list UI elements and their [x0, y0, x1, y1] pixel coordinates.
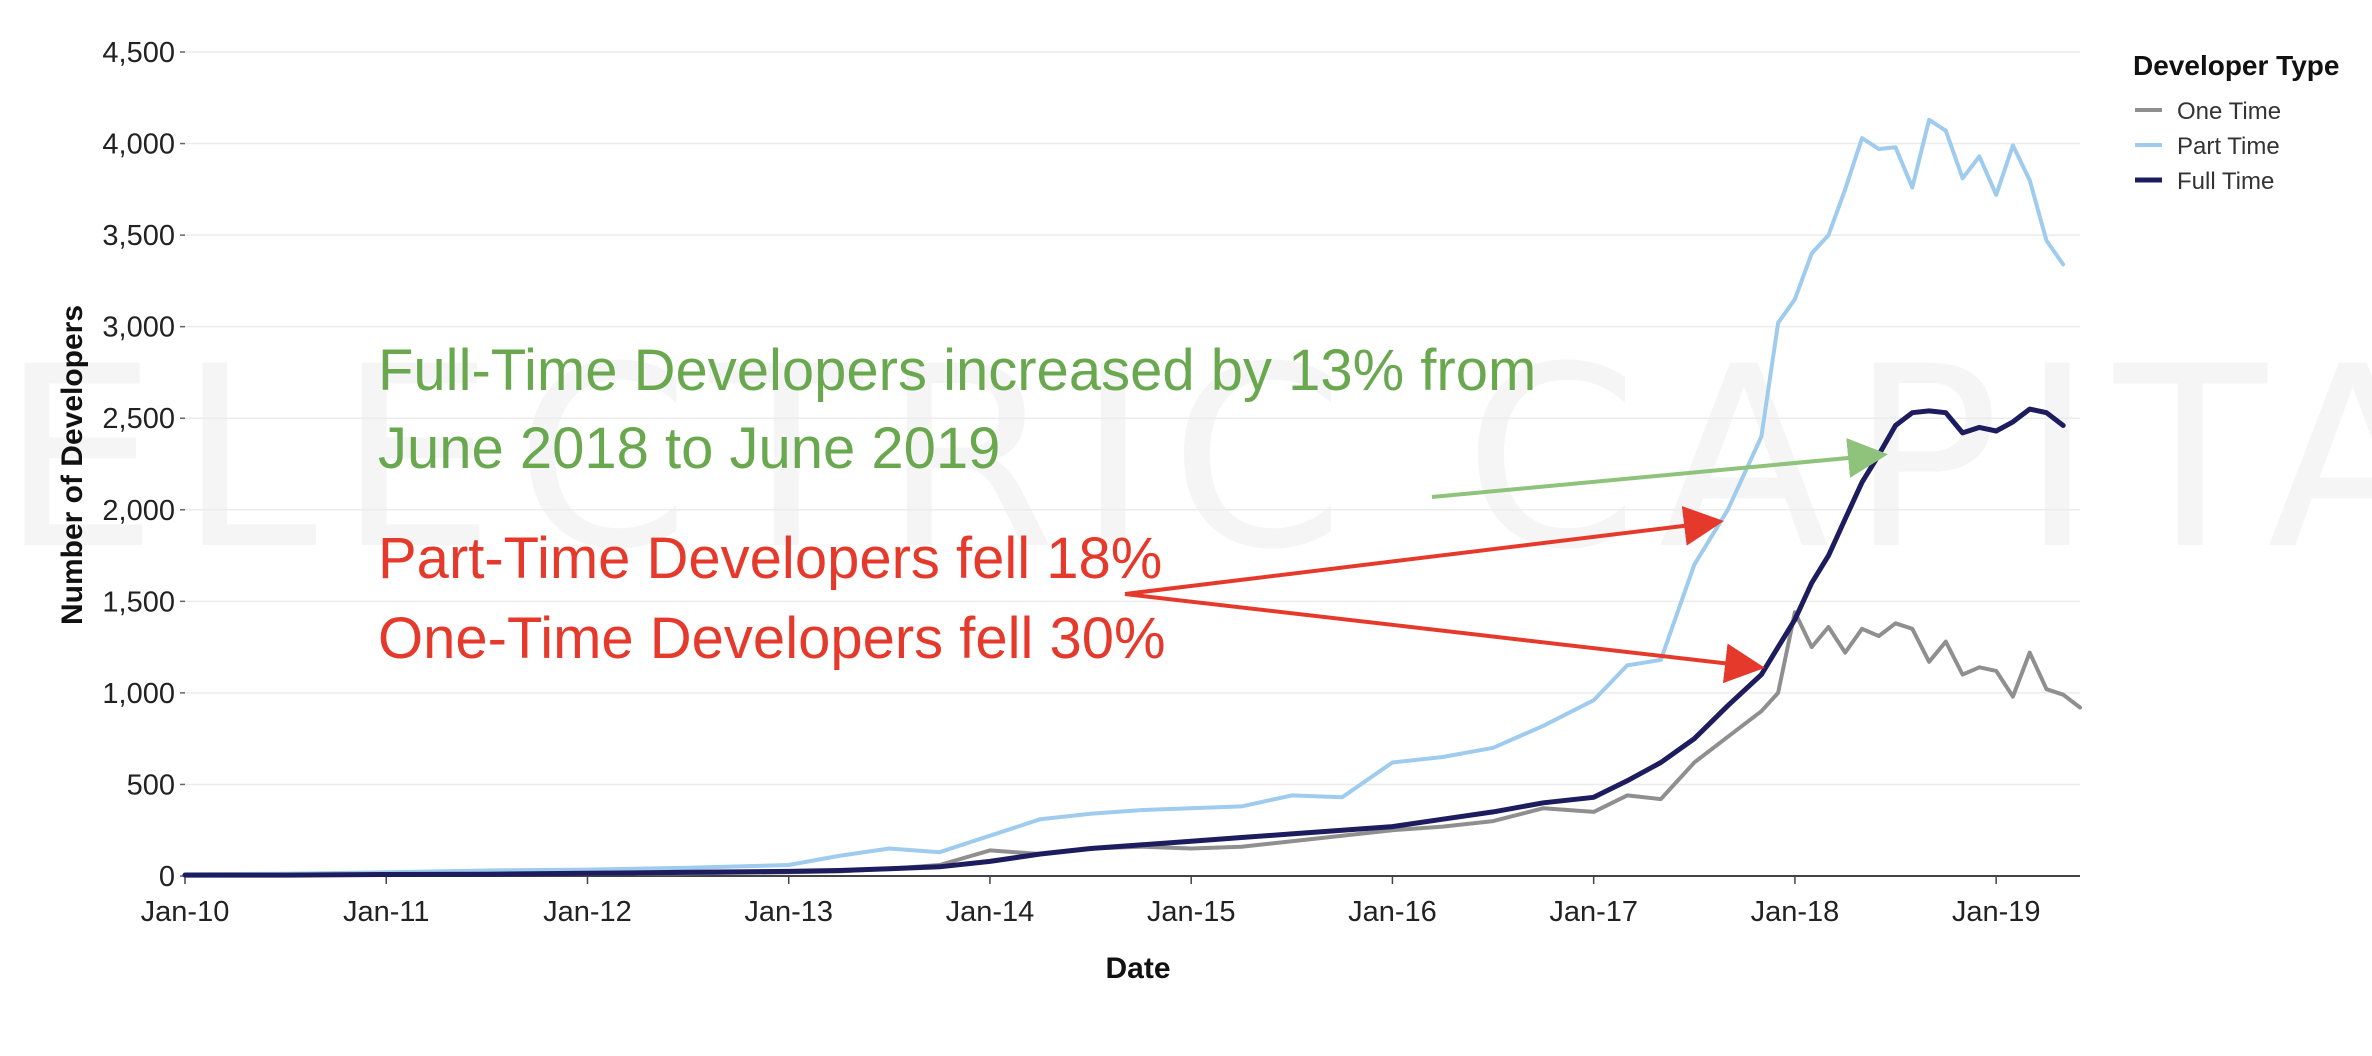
legend-label: Full Time [2177, 168, 2274, 195]
y-tick-label: 0 [159, 861, 175, 893]
x-tick-label: Jan-18 [1751, 896, 1840, 928]
arrow-part-time [1124, 506, 1724, 596]
annotation-full-time-line-2: June 2018 to June 2019 [378, 416, 1000, 481]
x-tick-label: Jan-10 [141, 896, 230, 928]
watermark: ELECTRIC CAPITAL [0, 313, 2372, 604]
arrow-full-time [1431, 438, 1888, 499]
x-tick-label: Jan-17 [1549, 896, 1638, 928]
y-axis: 0 500 1,000 1,500 2,000 2,500 3,000 3,500 4,000 4… [102, 37, 185, 893]
x-tick-label: Jan-13 [744, 896, 833, 928]
x-tick-label: Jan-11 [343, 896, 430, 928]
legend-title: Developer Type [2133, 50, 2339, 81]
y-tick-label: 4,000 [102, 129, 175, 161]
annotation-one-time: One-Time Developers fell 30% [378, 606, 1166, 671]
series-line-full-time [182, 406, 2066, 878]
x-axis: Jan-10 Jan-11 Jan-12 Jan-13 Jan-14 Jan-15 Jan-… [141, 876, 2041, 928]
y-tick-label: 3,500 [102, 220, 175, 252]
gridlines [185, 51, 2080, 786]
y-tick-label: 4,500 [102, 37, 175, 69]
y-tick-label: 1,500 [102, 586, 175, 618]
y-tick-label: 2,000 [102, 495, 175, 527]
series-line-part-time [183, 117, 2066, 877]
annotation-part-time: Part-Time Developers fell 18% [378, 526, 1162, 591]
x-tick-label: Jan-14 [946, 896, 1035, 928]
x-tick-label: Jan-19 [1952, 896, 2041, 928]
y-axis-title: Number of Developers [56, 305, 89, 625]
y-tick-label: 500 [127, 769, 175, 801]
legend: Developer Type One Time Part Time Full Tim… [2133, 50, 2339, 195]
arrow-one-time [1124, 592, 1765, 684]
annotation-full-time-line-1: Full-Time Developers increased by 13% fr… [378, 338, 1536, 403]
series-lines [182, 117, 2082, 878]
y-tick-label: 2,500 [102, 403, 175, 435]
x-axis-title: Date [1105, 952, 1170, 985]
legend-label: Part Time [2177, 133, 2280, 160]
annotations: Full-Time Developers increased by 13% fr… [378, 338, 1888, 684]
x-tick-label: Jan-16 [1348, 896, 1437, 928]
y-tick-label: 3,000 [102, 312, 175, 344]
y-tick-label: 1,000 [102, 678, 175, 710]
x-tick-label: Jan-12 [543, 896, 632, 928]
x-tick-label: Jan-15 [1147, 896, 1236, 928]
legend-label: One Time [2177, 98, 2281, 125]
